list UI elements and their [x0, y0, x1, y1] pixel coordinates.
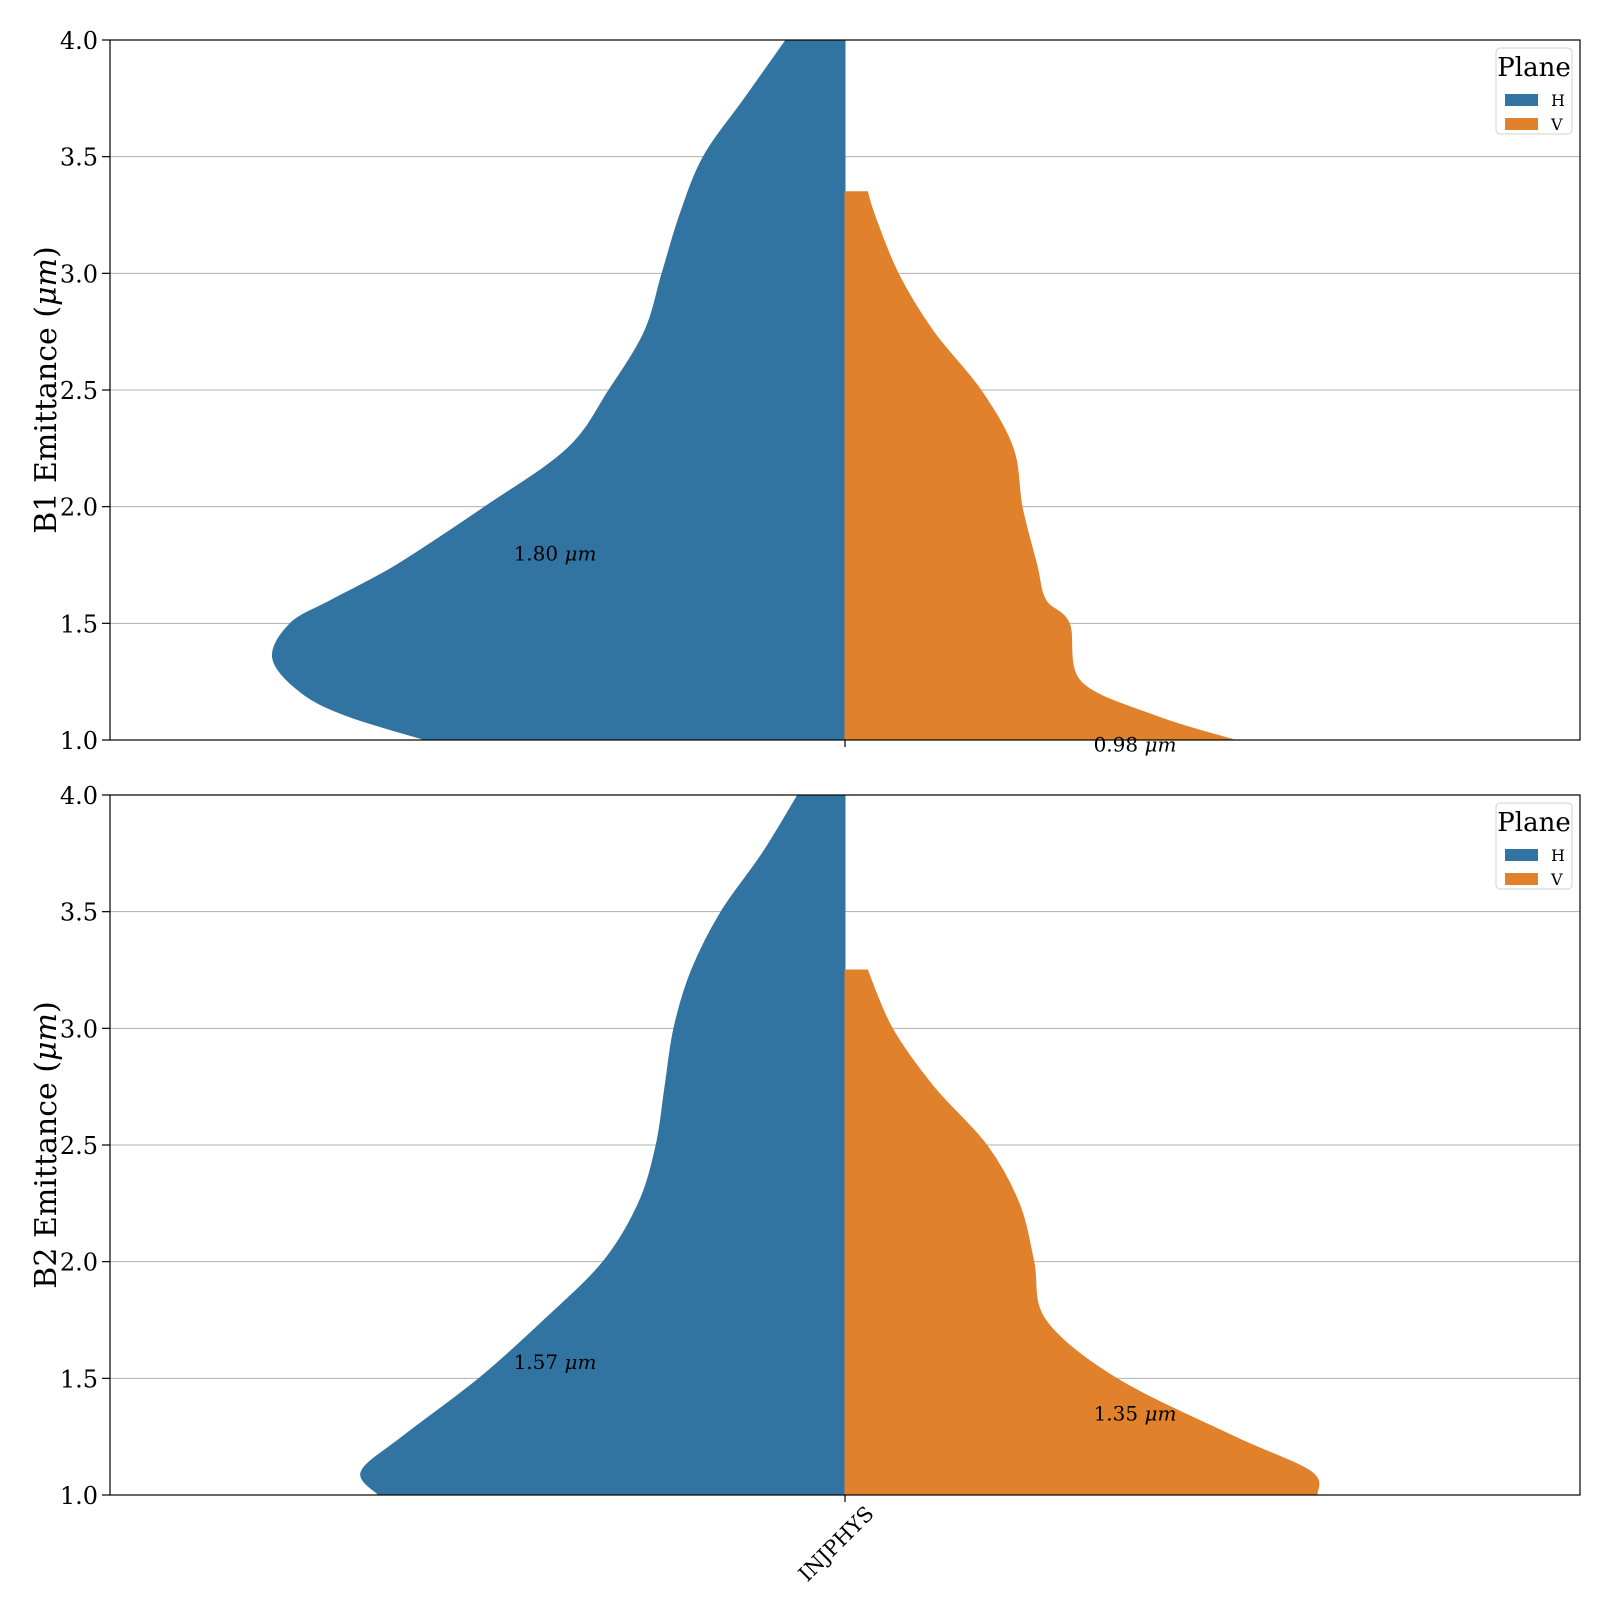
y-tick-label: 1.0	[60, 1482, 98, 1510]
x-category-label: INJPHYS	[794, 1502, 879, 1587]
legend: Plane HV	[1495, 47, 1573, 135]
legend-swatch-h	[1505, 94, 1538, 106]
violin-v	[844, 191, 1235, 740]
median-label-v: 0.98 μm	[1094, 733, 1177, 757]
legend-swatch-v	[1505, 873, 1538, 885]
y-tick-label: 3.5	[60, 144, 98, 172]
y-axis-title: B1 Emittance (μm)	[29, 246, 64, 533]
legend-swatch-h	[1505, 849, 1538, 861]
median-value: 1.57	[514, 1350, 559, 1374]
legend-label-v: V	[1550, 870, 1563, 889]
legend: Plane HV	[1495, 802, 1573, 890]
median-label-h: 1.80 μm	[514, 541, 597, 565]
violin-h	[360, 795, 846, 1495]
median-unit: μm	[564, 541, 596, 565]
y-tick-label: 3.5	[60, 899, 98, 927]
y-axis-title: B2 Emittance (μm)	[29, 1001, 64, 1288]
y-tick-label: 4.0	[60, 782, 98, 810]
y-tick-label: 4.0	[60, 27, 98, 55]
y-axis-title-text: B1 Emittance (	[29, 306, 64, 534]
y-axis-title-close: )	[29, 246, 64, 258]
y-tick-label: 2.0	[60, 1249, 98, 1277]
legend-label-h: H	[1551, 91, 1565, 110]
y-tick-label: 1.5	[60, 610, 98, 638]
violin-h	[271, 40, 846, 740]
panel-2: 1.01.52.02.53.03.54.01.57 μm1.35 μmINJPH…	[29, 782, 1581, 1587]
median-unit: μm	[1144, 733, 1176, 757]
median-label-v: 1.35 μm	[1094, 1401, 1177, 1425]
legend-box	[1495, 802, 1573, 890]
y-axis-title-text: B2 Emittance (	[29, 1061, 64, 1289]
y-tick-label: 1.5	[60, 1365, 98, 1393]
median-unit: μm	[564, 1350, 596, 1374]
violin-group	[360, 795, 1320, 1495]
median-label-h: 1.57 μm	[514, 1350, 597, 1374]
median-value: 1.80	[514, 541, 559, 565]
y-tick-label: 2.0	[60, 494, 98, 522]
y-tick-label: 2.5	[60, 377, 98, 405]
median-value: 0.98	[1094, 733, 1139, 757]
y-axis-title-unit: μm	[29, 1013, 64, 1061]
legend-label-h: H	[1551, 846, 1565, 865]
legend-swatch-v	[1505, 118, 1538, 130]
y-tick-label: 3.0	[60, 1015, 98, 1043]
y-tick-label: 2.5	[60, 1132, 98, 1160]
legend-label-v: V	[1550, 115, 1563, 134]
y-axis-title-close: )	[29, 1001, 64, 1013]
legend-title: Plane	[1497, 808, 1570, 838]
y-tick-label: 3.0	[60, 260, 98, 288]
median-unit: μm	[1144, 1401, 1176, 1425]
legend-box	[1495, 47, 1573, 135]
violin-group	[271, 40, 1235, 740]
median-value: 1.35	[1094, 1401, 1139, 1425]
y-tick-label: 1.0	[60, 727, 98, 755]
legend-title: Plane	[1497, 53, 1570, 83]
y-axis-title-unit: μm	[29, 258, 64, 306]
violin-v	[844, 969, 1320, 1495]
